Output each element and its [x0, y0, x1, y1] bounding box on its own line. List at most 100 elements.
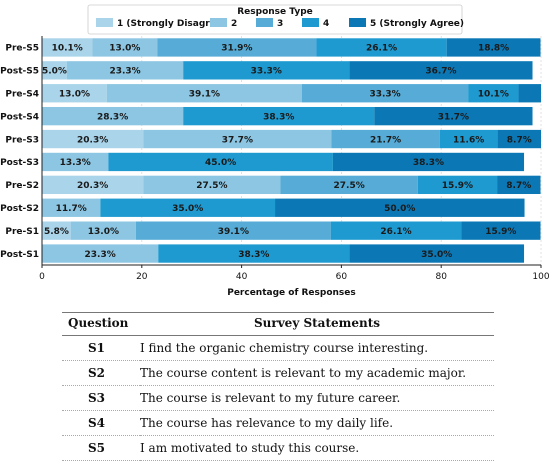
bar-data-label: 26.1% — [366, 44, 397, 54]
bar-segment — [518, 84, 541, 103]
bar-segment — [374, 106, 533, 126]
table-header-row: Question Survey Statements — [62, 312, 494, 336]
bar-segment — [497, 175, 541, 195]
column-header-statements: Survey Statements — [140, 312, 494, 336]
bar-segment — [143, 129, 332, 149]
x-tick-label: 100 — [532, 272, 549, 282]
bar-data-label: 5.0% — [42, 67, 67, 77]
bar-segment — [143, 175, 281, 195]
bar-segment — [66, 61, 184, 80]
statement-text: The course content is relevant to my aca… — [140, 360, 494, 386]
x-tick-label: 40 — [236, 272, 248, 282]
survey-statements-table: Question Survey Statements S1 I find the… — [62, 312, 494, 461]
bar-data-label: 20.3% — [77, 135, 108, 145]
legend-label: 1 (Strongly Disagree) — [117, 19, 226, 29]
y-tick-label: Pre-S3 — [5, 135, 39, 145]
bar-data-label: 10.1% — [52, 44, 83, 54]
question-id: S5 — [62, 435, 140, 461]
bar-segment — [42, 221, 71, 240]
y-tick-label: Post-S5 — [0, 67, 39, 77]
bar-segment — [42, 244, 159, 263]
x-tick-label: 0 — [39, 272, 45, 282]
legend-swatch — [210, 18, 227, 27]
bar-data-label: 23.3% — [109, 67, 140, 77]
bar-segment — [331, 129, 440, 149]
x-tick-label: 60 — [336, 272, 348, 282]
statement-text: I am motivated to study this course. — [140, 435, 494, 461]
bar-data-label: 39.1% — [218, 227, 249, 237]
x-axis-title: Percentage of Responses — [227, 288, 356, 298]
bar-data-label: 38.3% — [413, 158, 444, 168]
bar-data-label: 33.3% — [369, 89, 400, 99]
legend-label: 3 — [277, 19, 283, 29]
bar-segment — [92, 38, 158, 57]
bar-data-label: 45.0% — [205, 158, 236, 168]
bar-data-label: 18.8% — [478, 44, 509, 54]
bar-segment — [42, 129, 144, 149]
bar-segment — [42, 198, 101, 217]
bar-segment — [301, 84, 469, 103]
statement-text: I find the organic chemistry course inte… — [140, 335, 494, 361]
legend: Response Type 1 (Strongly Disagree) 2 3 4 5 … — [87, 4, 464, 35]
bar-data-label: 35.0% — [421, 250, 452, 260]
bar-segment — [446, 38, 541, 57]
legend-swatch — [256, 18, 273, 27]
y-tick-label: Post-S1 — [0, 250, 39, 260]
bar-segment — [439, 129, 498, 149]
bar-data-label: 23.3% — [85, 250, 116, 260]
x-tick-label: 20 — [136, 272, 148, 282]
bar-segment — [100, 198, 276, 217]
legend-swatch — [349, 18, 366, 27]
bar-segment — [349, 244, 525, 263]
bar-data-label: 31.9% — [221, 44, 252, 54]
bar-data-label: 15.9% — [485, 227, 516, 237]
table-row: S1 I find the organic chemistry course i… — [62, 335, 494, 361]
y-tick-label: Pre-S2 — [5, 181, 39, 191]
question-id: S2 — [62, 360, 140, 386]
bar-data-label: 8.7% — [506, 181, 531, 191]
bar-data-label: 37.7% — [222, 135, 253, 145]
statement-text: The course has relevance to my daily lif… — [140, 410, 494, 436]
x-tick-labels: 0 20 40 60 80 100 — [39, 265, 550, 282]
x-tick-label: 80 — [435, 272, 447, 282]
bar-segment — [157, 38, 317, 57]
bar-segment — [417, 175, 498, 195]
bar-segment — [70, 221, 136, 240]
table-row: S4 The course has relevance to my daily … — [62, 410, 494, 436]
bar-data-label: 5.8% — [44, 227, 69, 237]
bar-data-label: 11.7% — [56, 204, 87, 214]
bar-data-label: 8.7% — [507, 135, 532, 145]
bar-segment — [461, 221, 541, 240]
legend-label: 4 — [323, 19, 329, 29]
y-tick-label: Post-S3 — [0, 158, 39, 168]
bar-data-label: 21.7% — [370, 135, 401, 145]
bar-data-label: 27.5% — [334, 181, 365, 191]
bar-segment — [183, 61, 350, 80]
legend-box — [87, 4, 463, 35]
bar-segment — [42, 175, 144, 195]
stacked-bar-chart: 10.1% 13.0% 31.9% 26.1% 18.8% 5.0% 23.3% 33.3% 3… — [0, 4, 550, 298]
axes — [41, 36, 541, 266]
bar-data-label: 13.0% — [59, 89, 90, 99]
y-tick-label: Post-S2 — [0, 204, 39, 214]
bar-segment — [316, 38, 447, 57]
bar-segment — [468, 84, 519, 103]
bar-data-label: 13.0% — [109, 44, 140, 54]
bar-data-label: 11.6% — [453, 135, 484, 145]
statement-text: The course is relevant to my future care… — [140, 385, 494, 411]
bar-segment — [135, 221, 331, 240]
bar-segment — [330, 221, 462, 240]
legend-title: Response Type — [237, 7, 313, 17]
column-header-question: Question — [62, 312, 140, 336]
bar-segment — [106, 84, 302, 103]
question-id: S4 — [62, 410, 140, 436]
bar-segment — [42, 38, 93, 57]
bar-data-label: 15.9% — [442, 181, 473, 191]
bar-data-label: 26.1% — [380, 227, 411, 237]
y-tick-label: Post-S4 — [0, 112, 39, 122]
bar-segment — [158, 244, 350, 263]
table-row: S2 The course content is relevant to my … — [62, 360, 494, 386]
bar-data-label: 31.7% — [438, 112, 469, 122]
question-id: S1 — [62, 335, 140, 361]
bar-segment — [183, 106, 375, 126]
